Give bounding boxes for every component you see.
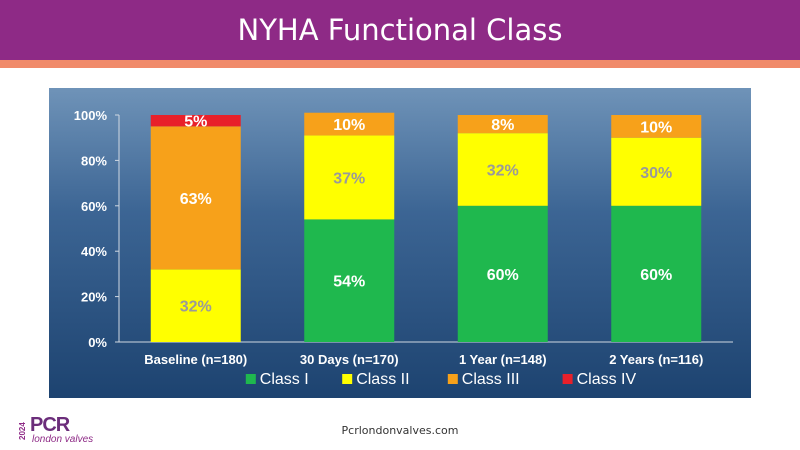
bar-segment (611, 205, 702, 342)
bar-segment (457, 205, 548, 342)
data-label: 60% (487, 267, 519, 284)
data-label: 8% (491, 117, 514, 134)
bar-segment (304, 135, 395, 220)
legend-label: Class I (260, 371, 309, 388)
logo-subtitle: london valves (32, 434, 94, 445)
logo-brand: PCR (30, 414, 70, 436)
stacked-bar-chart: 0% 20% 40% 60% 80% 100% 32% 63% 5% Baseline (n=18… (74, 108, 733, 388)
legend-swatch (447, 374, 458, 384)
legend-swatch (245, 374, 256, 384)
bar-segment (611, 115, 702, 138)
x-tick-label: 1 Year (n=148) (459, 352, 547, 367)
bar-segment (611, 137, 702, 206)
bar-segment (150, 126, 241, 270)
bar-segment (150, 115, 241, 127)
bar-segment (150, 269, 241, 342)
data-label: 37% (333, 170, 365, 187)
page-title: NYHA Functional Class (237, 13, 563, 47)
y-tick-label: 40% (81, 244, 107, 259)
footer-url: Pcrlondonvalves.com (341, 424, 459, 437)
y-tick-label: 60% (81, 199, 107, 214)
bar-segment (304, 219, 395, 342)
title-bar (0, 0, 800, 60)
data-label: 32% (180, 299, 212, 316)
legend-swatch (562, 374, 573, 384)
chart-panel: 0% 20% 40% 60% 80% 100% 32% 63% 5% Baseline (n=18… (49, 88, 751, 398)
x-tick-label: 2 Years (n=116) (609, 352, 703, 367)
data-label: 54% (333, 274, 365, 291)
data-label: 5% (184, 114, 207, 131)
accent-bar (0, 60, 800, 68)
data-label: 10% (333, 117, 365, 134)
bar-segment (457, 115, 548, 134)
x-tick-label: 30 Days (n=170) (300, 352, 399, 367)
bar-segment (457, 133, 548, 206)
data-label: 32% (487, 162, 519, 179)
y-tick-label: 80% (81, 153, 107, 168)
data-label: 63% (180, 191, 212, 208)
y-tick-label: 0% (88, 335, 107, 350)
bar-segment (304, 112, 395, 136)
data-label: 60% (640, 267, 672, 284)
pcr-logo: 2024 PCR london valves (18, 414, 108, 446)
data-label: 10% (640, 119, 672, 136)
y-tick-label: 20% (81, 290, 107, 305)
y-tick-label: 100% (74, 108, 108, 123)
legend-label: Class III (462, 371, 520, 388)
legend-label: Class IV (577, 371, 637, 388)
x-tick-label: Baseline (n=180) (144, 352, 247, 367)
legend-label: Class II (356, 371, 409, 388)
data-label: 30% (640, 165, 672, 182)
legend-swatch (342, 374, 353, 384)
